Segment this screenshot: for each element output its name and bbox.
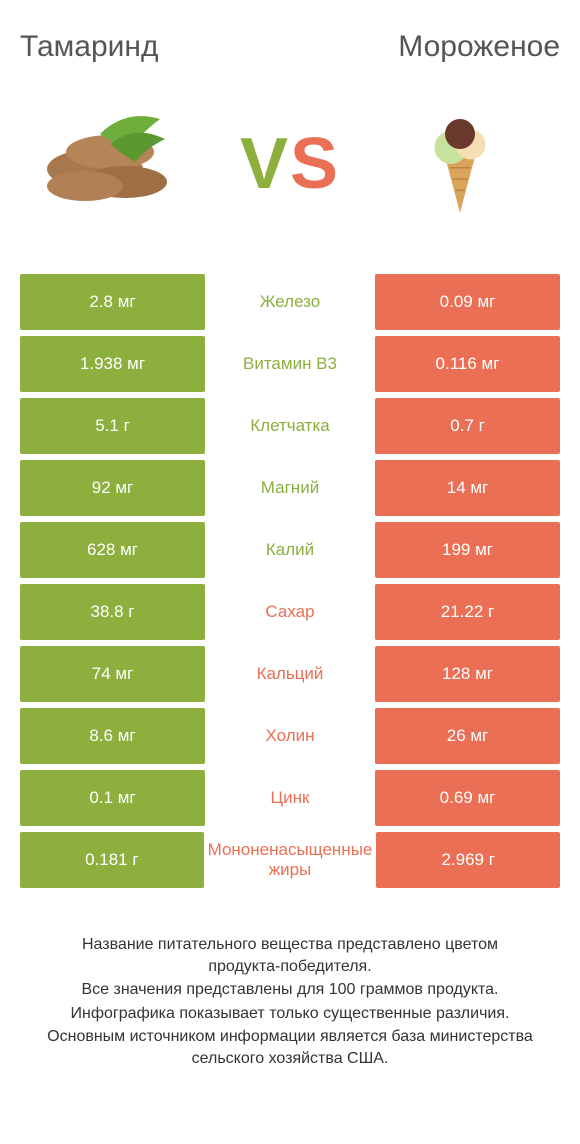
table-row: 0.1 мгЦинк0.69 мг: [20, 770, 560, 826]
value-left: 2.8 мг: [20, 274, 205, 330]
vs-s: S: [290, 124, 340, 204]
footer-line-2: Все значения представлены для 100 граммо…: [45, 979, 535, 1001]
value-right: 2.969 г: [376, 832, 560, 888]
value-left: 1.938 мг: [20, 336, 205, 392]
nutrient-label: Витамин B3: [205, 336, 375, 392]
value-left: 5.1 г: [20, 398, 205, 454]
value-right: 0.09 мг: [375, 274, 560, 330]
nutrient-label: Мононенасыщенные жиры: [204, 832, 377, 888]
nutrient-label: Калий: [205, 522, 375, 578]
nutrient-label: Магний: [205, 460, 375, 516]
nutrient-label: Железо: [205, 274, 375, 330]
value-left: 628 мг: [20, 522, 205, 578]
value-left: 38.8 г: [20, 584, 205, 640]
table-row: 38.8 гСахар21.22 г: [20, 584, 560, 640]
value-right: 14 мг: [375, 460, 560, 516]
nutrient-label: Кальций: [205, 646, 375, 702]
table-row: 0.181 гМононенасыщенные жиры2.969 г: [20, 832, 560, 888]
footer-line-1: Название питательного вещества представл…: [45, 934, 535, 977]
value-left: 0.1 мг: [20, 770, 205, 826]
table-row: 74 мгКальций128 мг: [20, 646, 560, 702]
nutrient-label: Сахар: [205, 584, 375, 640]
vs-label: VS: [240, 123, 340, 205]
nutrition-table: 2.8 мгЖелезо0.09 мг1.938 мгВитамин B30.1…: [20, 274, 560, 894]
nutrient-label: Клетчатка: [205, 398, 375, 454]
value-right: 0.69 мг: [375, 770, 560, 826]
table-row: 92 мгМагний14 мг: [20, 460, 560, 516]
table-row: 5.1 гКлетчатка0.7 г: [20, 398, 560, 454]
table-row: 628 мгКалий199 мг: [20, 522, 560, 578]
value-left: 92 мг: [20, 460, 205, 516]
footer-line-3: Инфографика показывает только существенн…: [45, 1003, 535, 1025]
title-right: Мороженое: [398, 30, 560, 64]
value-right: 199 мг: [375, 522, 560, 578]
value-right: 0.7 г: [375, 398, 560, 454]
vs-v: V: [240, 124, 290, 204]
value-right: 0.116 мг: [375, 336, 560, 392]
value-left: 74 мг: [20, 646, 205, 702]
title-left: Тамаринд: [20, 30, 159, 64]
icecream-image: [380, 94, 540, 234]
table-row: 1.938 мгВитамин B30.116 мг: [20, 336, 560, 392]
hero-row: VS: [20, 94, 560, 234]
value-right: 128 мг: [375, 646, 560, 702]
value-left: 0.181 г: [20, 832, 204, 888]
footer-notes: Название питательного вещества представл…: [20, 934, 560, 1072]
nutrient-label: Цинк: [205, 770, 375, 826]
value-right: 26 мг: [375, 708, 560, 764]
nutrient-label: Холин: [205, 708, 375, 764]
value-left: 8.6 мг: [20, 708, 205, 764]
value-right: 21.22 г: [375, 584, 560, 640]
header: Тамаринд Мороженое: [20, 30, 560, 64]
table-row: 8.6 мгХолин26 мг: [20, 708, 560, 764]
tamarind-image: [40, 94, 200, 234]
footer-line-4: Основным источником информации является …: [45, 1026, 535, 1069]
table-row: 2.8 мгЖелезо0.09 мг: [20, 274, 560, 330]
